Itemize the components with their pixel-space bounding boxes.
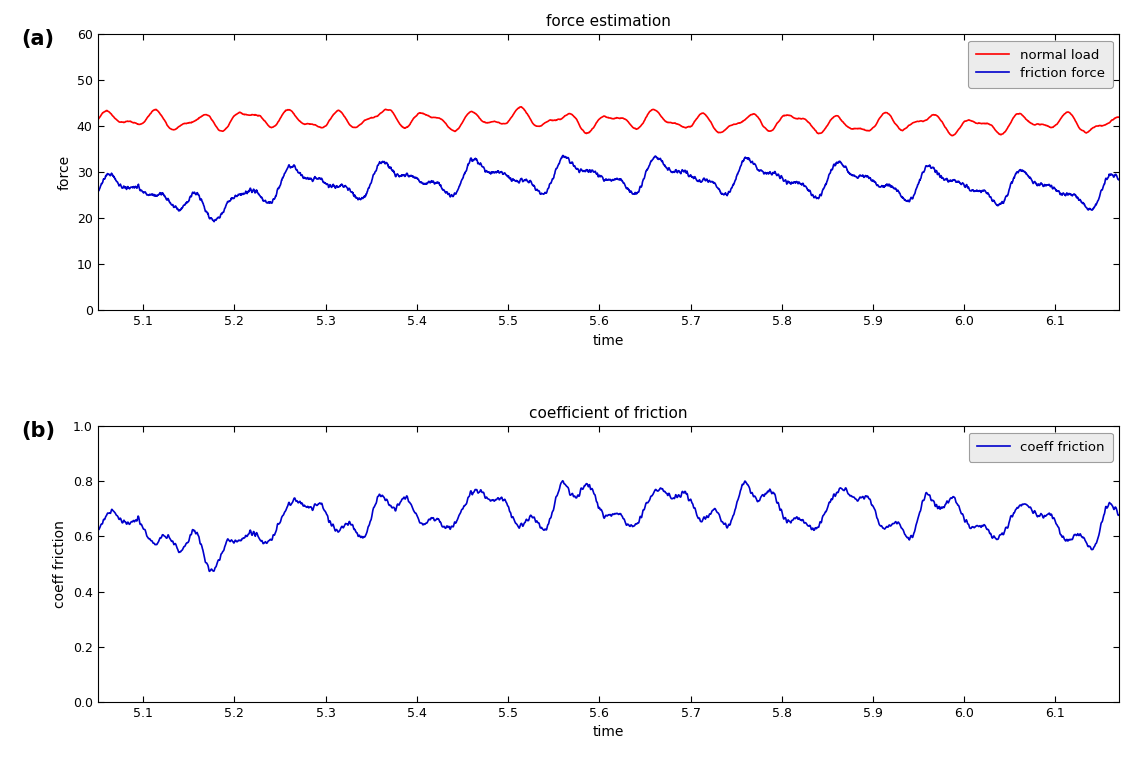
Legend: coeff friction: coeff friction — [969, 433, 1112, 461]
normal load — [207, 118, 220, 128]
friction force — [1093, 191, 1107, 200]
Legend: normal load, friction force: normal load, friction force — [968, 41, 1112, 88]
coeff friction — [556, 476, 569, 485]
coeff friction — [527, 512, 541, 521]
Y-axis label: coeff friction: coeff friction — [53, 520, 68, 608]
normal load — [946, 131, 960, 140]
friction force — [983, 193, 996, 202]
X-axis label: time: time — [592, 726, 625, 739]
Title: coefficient of friction: coefficient of friction — [529, 406, 688, 420]
coeff friction — [269, 529, 282, 538]
friction force — [207, 217, 220, 226]
normal load — [983, 120, 996, 129]
friction force — [483, 168, 497, 177]
normal load — [1093, 121, 1107, 130]
coeff friction — [983, 529, 996, 538]
coeff friction — [203, 567, 217, 576]
coeff friction — [1093, 526, 1107, 535]
X-axis label: time: time — [592, 333, 625, 348]
friction force — [556, 151, 569, 160]
normal load — [91, 115, 104, 124]
Line: coeff friction: coeff friction — [98, 480, 1119, 572]
friction force — [208, 216, 222, 225]
friction force — [91, 186, 104, 195]
Title: force estimation: force estimation — [546, 14, 670, 29]
coeff friction — [208, 565, 222, 575]
normal load — [527, 120, 541, 129]
normal load — [267, 121, 281, 131]
coeff friction — [91, 524, 104, 534]
normal load — [482, 118, 496, 127]
coeff friction — [483, 496, 497, 505]
friction force — [1112, 175, 1126, 184]
Line: friction force: friction force — [98, 156, 1119, 222]
Y-axis label: force: force — [57, 155, 71, 190]
normal load — [514, 102, 528, 112]
Text: (b): (b) — [21, 420, 55, 440]
friction force — [527, 181, 541, 191]
coeff friction — [1112, 511, 1126, 520]
normal load — [1112, 113, 1126, 122]
Line: normal load: normal load — [98, 107, 1119, 136]
Text: (a): (a) — [21, 29, 54, 49]
friction force — [269, 194, 282, 203]
